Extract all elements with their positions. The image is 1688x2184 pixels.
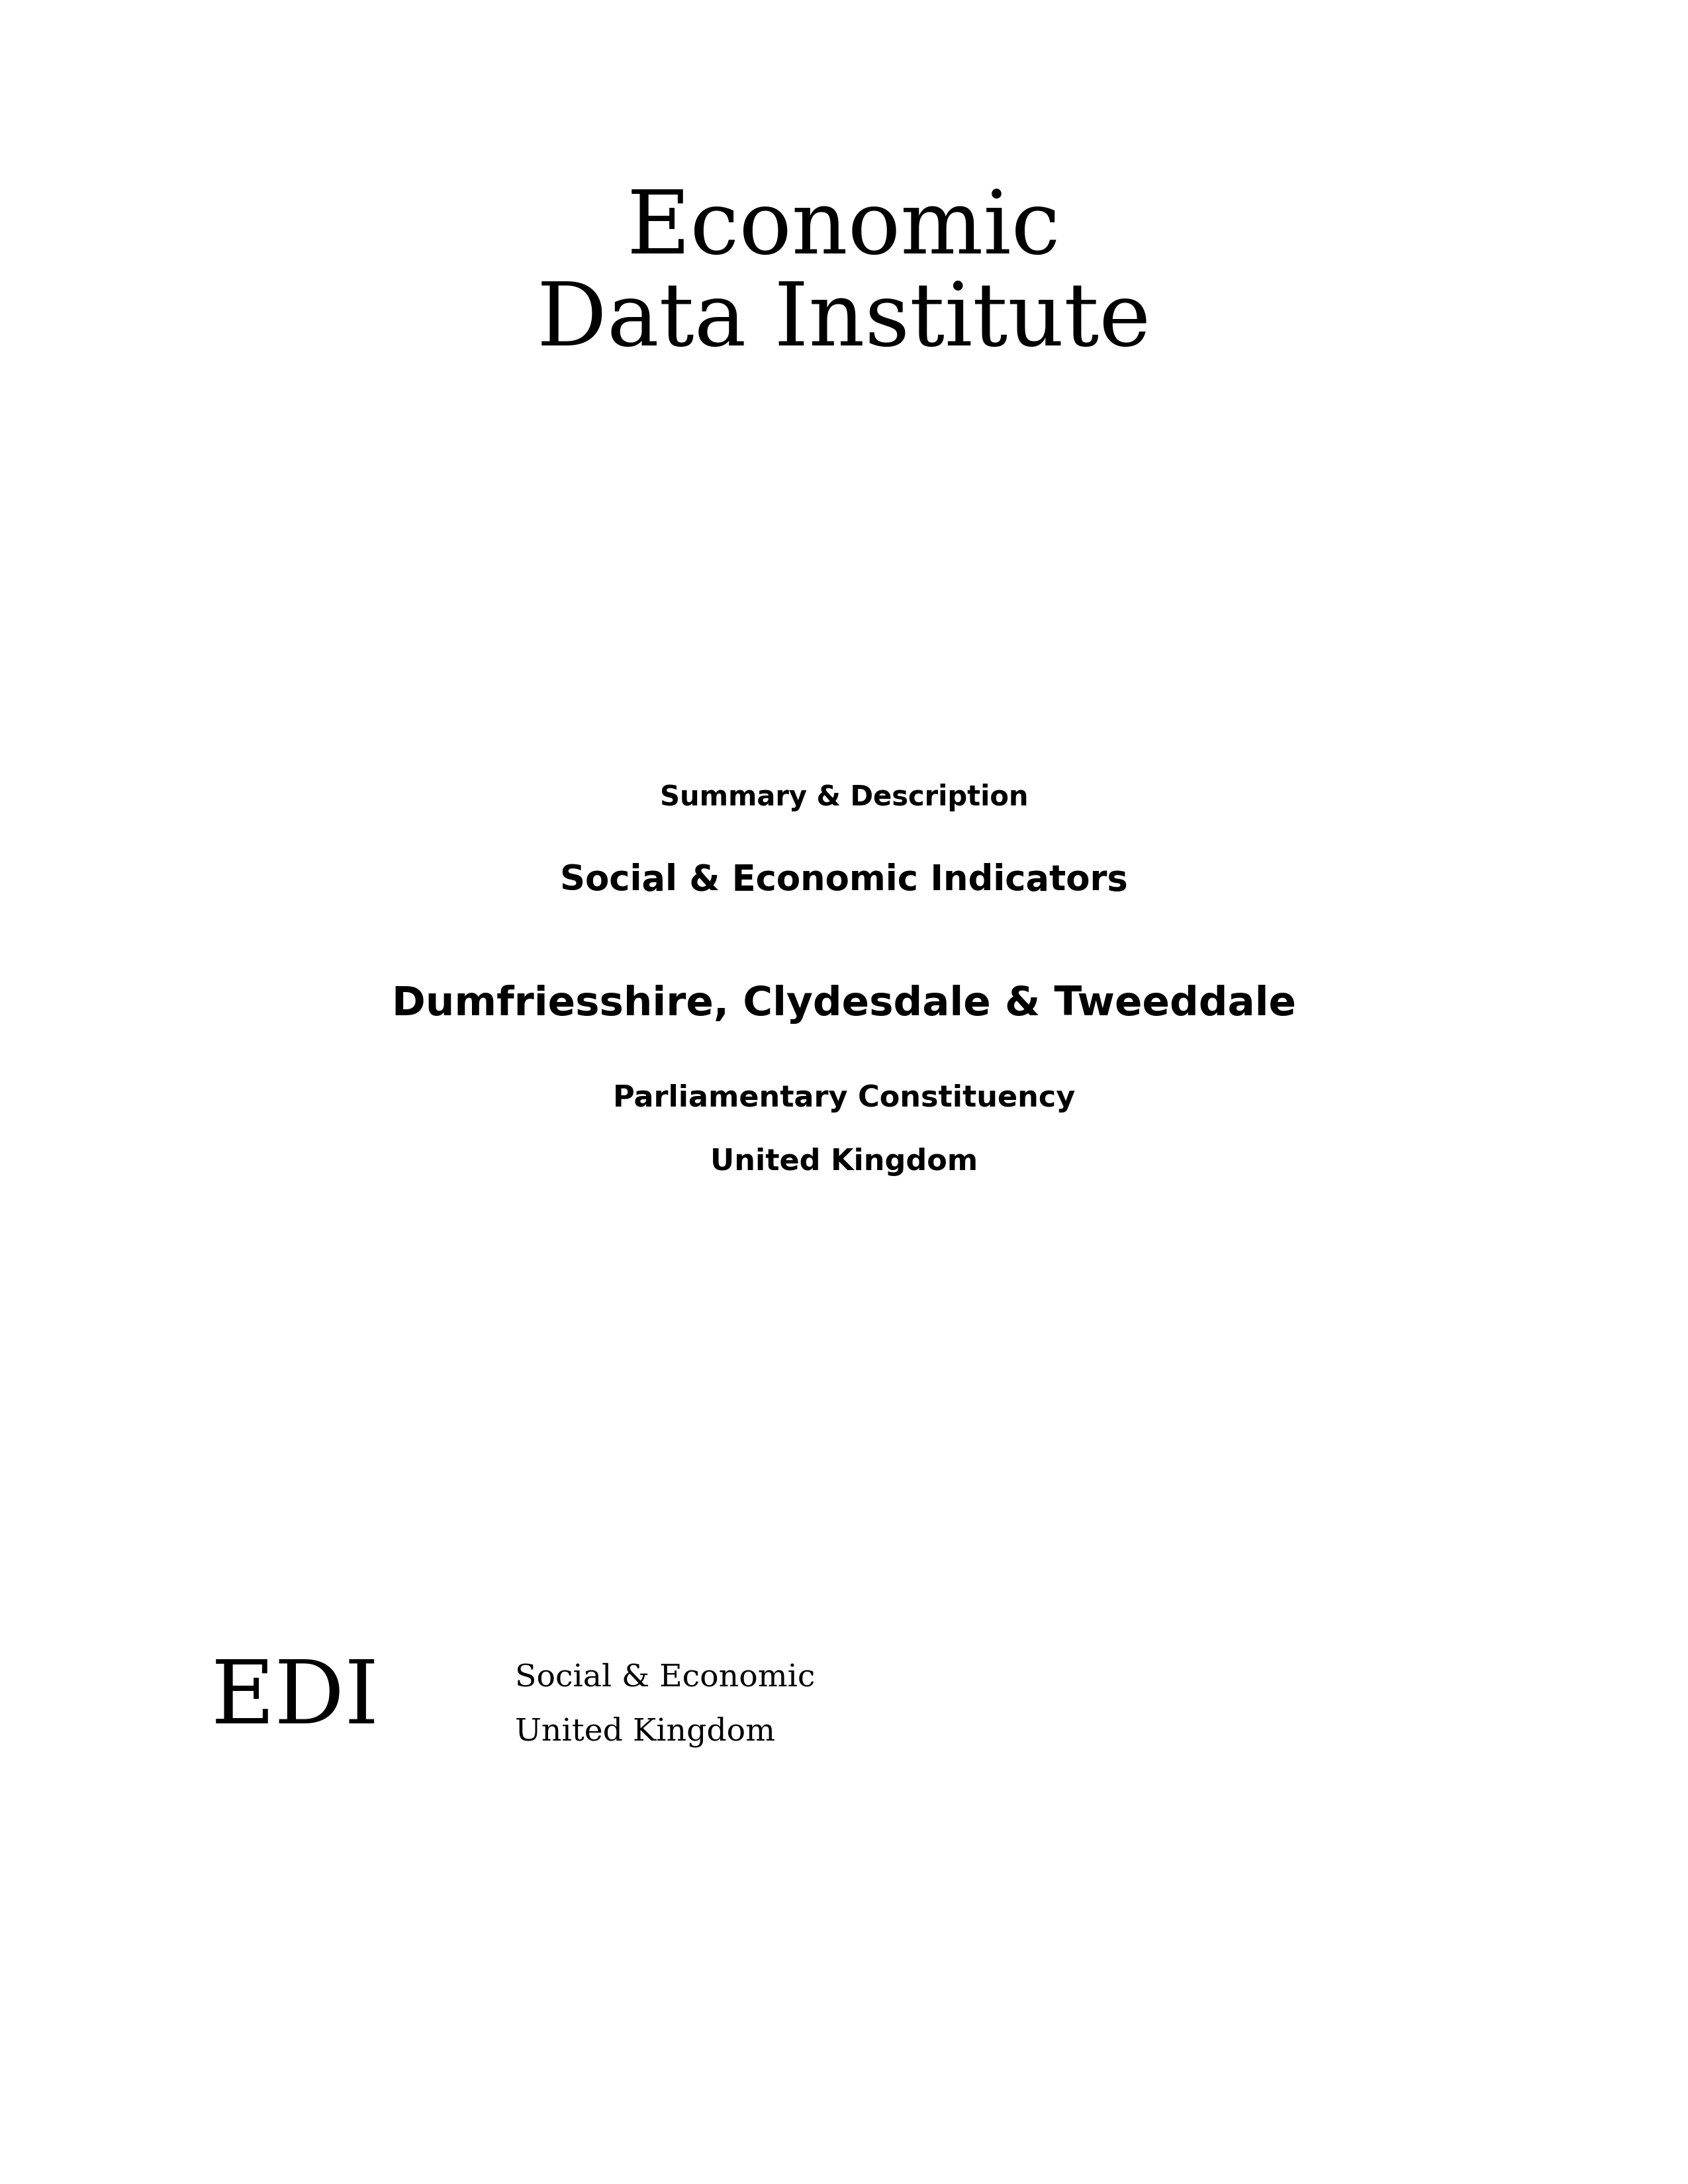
Text: Social & Economic Indicators: Social & Economic Indicators xyxy=(560,863,1128,898)
Text: Parliamentary Constituency: Parliamentary Constituency xyxy=(613,1083,1075,1114)
Text: EDI: EDI xyxy=(211,1655,380,1743)
Text: United Kingdom: United Kingdom xyxy=(711,1147,977,1177)
Text: Data Institute: Data Institute xyxy=(537,277,1151,365)
Text: Dumfriesshire, Clydesdale & Tweeddale: Dumfriesshire, Clydesdale & Tweeddale xyxy=(392,985,1296,1024)
Text: Summary & Description: Summary & Description xyxy=(660,784,1028,810)
Text: Economic: Economic xyxy=(626,186,1062,273)
Text: United Kingdom: United Kingdom xyxy=(515,1717,775,1747)
Text: Social & Economic: Social & Economic xyxy=(515,1662,815,1693)
